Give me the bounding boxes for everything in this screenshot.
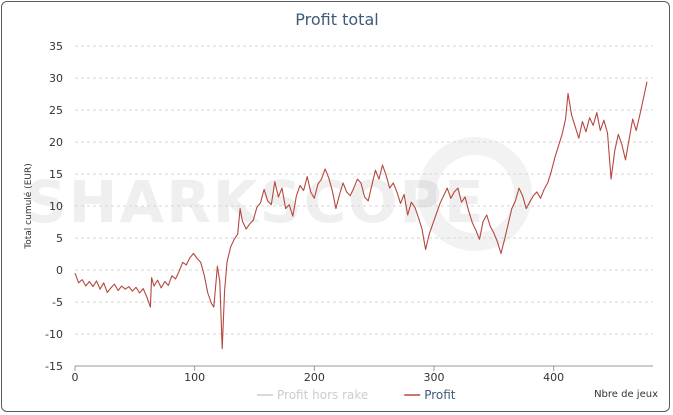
y-tick-label: 10 — [49, 200, 63, 213]
y-axis-label: Total cumulé (EUR) — [23, 163, 34, 249]
x-tick-label: 100 — [184, 371, 205, 384]
grid — [75, 45, 653, 367]
y-tick-label: -15 — [45, 360, 63, 373]
series-group — [74, 81, 648, 350]
y-tick-label: 35 — [49, 40, 63, 53]
legend: Profit hors rake Profit — [257, 388, 456, 402]
x-tick-label: 0 — [72, 371, 79, 384]
x-tick-label: 400 — [543, 371, 564, 384]
y-axis-ticks: -15 -10 -5 0 5 10 15 20 25 30 35 — [45, 40, 63, 373]
watermark-text: SHARKSCOPE — [25, 168, 486, 236]
y-tick-label: 20 — [49, 136, 63, 149]
watermark: SHARKSCOPE — [25, 137, 532, 251]
y-tick-label: 30 — [49, 72, 63, 85]
y-tick-label: 5 — [56, 232, 63, 245]
legend-item[interactable]: Profit hors rake — [277, 388, 368, 402]
legend-item[interactable]: Profit — [424, 388, 456, 402]
watermark-ring — [418, 137, 532, 251]
x-axis-label: Nbre de jeux — [594, 389, 658, 400]
x-tick-label: 200 — [304, 371, 325, 384]
y-tick-label: 0 — [56, 264, 63, 277]
y-tick-label: -5 — [52, 296, 63, 309]
x-axis-ticks: 0 100 200 300 400 — [72, 366, 564, 384]
x-tick-label: 300 — [424, 371, 445, 384]
series-line-profit — [74, 81, 648, 350]
y-tick-label: 15 — [49, 168, 63, 181]
y-tick-label: -10 — [45, 328, 63, 341]
y-tick-label: 25 — [49, 104, 63, 117]
chart-title: Profit total — [295, 10, 378, 29]
